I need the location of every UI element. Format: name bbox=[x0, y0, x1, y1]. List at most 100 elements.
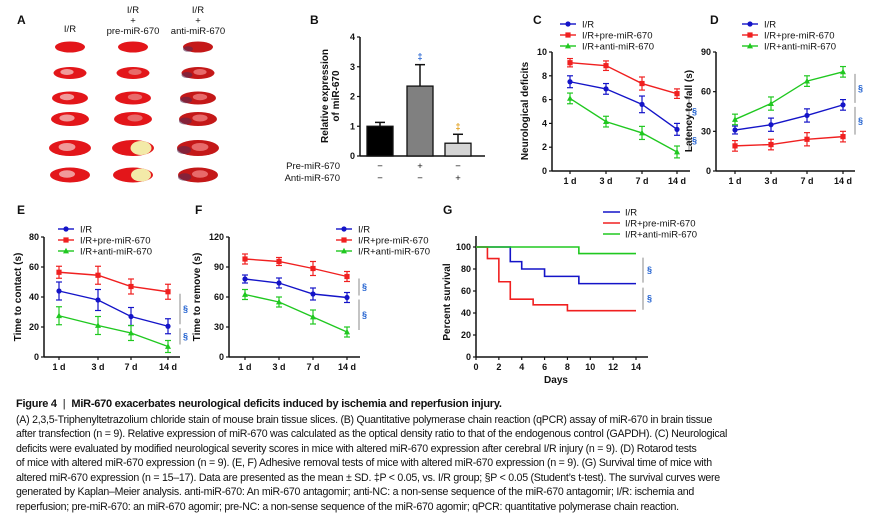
brain-slice bbox=[53, 67, 87, 79]
brain-slice bbox=[114, 112, 152, 126]
x-tick-label: 3 d bbox=[599, 176, 612, 186]
y-tick-label: 0 bbox=[350, 151, 355, 161]
figure-4-panels: A B C DE F G I/RI/R+pre-miR-670I/R+anti-miR-6… bbox=[13, 5, 863, 387]
data-point bbox=[128, 329, 134, 336]
y-tick-label: 40 bbox=[29, 292, 39, 302]
panel-f-line-chart: 0 30 60 90 120 1 d 3 d 7 d 14 d Time to remove (s… bbox=[192, 225, 430, 373]
panel-label: F bbox=[195, 203, 202, 217]
data-point bbox=[732, 127, 738, 133]
series-line bbox=[569, 81, 678, 130]
y-tick-label: 20 bbox=[461, 330, 471, 340]
panel-label: E bbox=[17, 203, 25, 217]
y-tick-label: 90 bbox=[214, 262, 224, 272]
legend-label: I/R+anti-miR-670 bbox=[625, 230, 697, 241]
brain-slice bbox=[116, 67, 150, 79]
data-point bbox=[639, 101, 645, 107]
treatment-value: − bbox=[377, 161, 383, 172]
x-tick-label: 2 bbox=[496, 362, 501, 372]
y-tick-label: 60 bbox=[461, 286, 471, 296]
y-tick-label: 2 bbox=[542, 142, 547, 152]
data-point bbox=[567, 95, 573, 101]
column-label: pre-miR-670 bbox=[107, 26, 160, 37]
data-point bbox=[341, 247, 347, 254]
panel-g-survival-chart: 0 20 40 60 80 100 0 2 4 6 8 10 12 14 Days Percent survi… bbox=[442, 208, 697, 387]
column-label: I/R bbox=[64, 24, 76, 35]
significance-mark: § bbox=[647, 265, 652, 275]
brain-slice bbox=[118, 41, 148, 53]
caption-title: Figure 4 | MiR-670 exacerbates neurologica… bbox=[16, 397, 866, 412]
data-point bbox=[310, 291, 316, 297]
survival-curve bbox=[476, 246, 636, 285]
legend-item: I/R bbox=[336, 225, 370, 236]
column-label: anti-miR-670 bbox=[171, 26, 225, 37]
data-point bbox=[276, 258, 282, 265]
data-point bbox=[603, 63, 609, 69]
data-point bbox=[344, 273, 350, 280]
legend-label: I/R+pre-miR-670 bbox=[625, 219, 695, 230]
series-line bbox=[734, 135, 844, 147]
x-tick-label: 14 bbox=[631, 362, 641, 372]
bar bbox=[366, 125, 394, 157]
legend-item: I/R bbox=[560, 20, 594, 31]
data-point bbox=[310, 265, 316, 272]
significance-mark: § bbox=[858, 83, 863, 93]
legend-item: I/R+pre-miR-670 bbox=[336, 236, 428, 247]
brain-slice bbox=[55, 41, 85, 53]
significance-mark: § bbox=[183, 331, 188, 341]
series-i-r-pre-mir-670 bbox=[732, 130, 846, 152]
y-axis-title: Neurological deficits bbox=[520, 61, 531, 160]
x-tick-label: 4 bbox=[519, 362, 524, 372]
data-point bbox=[603, 86, 609, 92]
y-axis-title: Relative expression of miR-670 bbox=[320, 49, 342, 143]
y-tick-label: 4 bbox=[350, 32, 355, 42]
brain-slice bbox=[179, 112, 217, 126]
survival-curve bbox=[476, 246, 636, 255]
data-point bbox=[732, 116, 738, 122]
data-point bbox=[242, 276, 248, 282]
data-point bbox=[804, 136, 810, 142]
bar bbox=[406, 85, 434, 157]
brain-slice bbox=[52, 91, 88, 105]
significance-mark: § bbox=[362, 310, 367, 320]
brain-slice bbox=[51, 112, 89, 126]
data-point bbox=[768, 141, 774, 148]
series-i-r bbox=[56, 281, 171, 335]
x-tick-label: 1 d bbox=[563, 176, 576, 186]
y-tick-label: 0 bbox=[466, 352, 471, 362]
series-i-r-pre-mir-670 bbox=[242, 253, 350, 283]
y-axis-title: Time to contact (s) bbox=[13, 253, 24, 342]
y-tick-label: 2 bbox=[350, 92, 355, 102]
x-tick-label: 12 bbox=[608, 362, 618, 372]
brain-slice bbox=[181, 67, 215, 79]
legend-item: I/R+anti-miR-670 bbox=[603, 230, 697, 241]
x-tick-label: 0 bbox=[473, 362, 478, 372]
data-point bbox=[341, 237, 347, 243]
brain-slice bbox=[178, 167, 218, 183]
data-point bbox=[603, 118, 609, 125]
data-point bbox=[63, 226, 69, 232]
data-point bbox=[95, 297, 101, 303]
y-tick-label: 0 bbox=[706, 166, 711, 176]
data-point bbox=[344, 294, 350, 301]
data-point bbox=[95, 272, 101, 278]
significance-mark: § bbox=[362, 282, 367, 292]
legend-item: I/R bbox=[58, 225, 92, 236]
data-point bbox=[639, 129, 645, 136]
data-point bbox=[341, 226, 347, 232]
y-tick-label: 80 bbox=[29, 232, 39, 242]
data-point bbox=[242, 256, 248, 262]
x-tick-label: 14 d bbox=[834, 176, 852, 186]
panel-label: C bbox=[533, 13, 542, 27]
data-point bbox=[567, 60, 573, 66]
y-tick-label: 1 bbox=[350, 121, 355, 131]
series-i-r-anti-mir-670 bbox=[732, 65, 846, 126]
brain-slice bbox=[177, 140, 219, 156]
data-point bbox=[674, 91, 680, 97]
x-tick-label: 1 d bbox=[238, 362, 251, 372]
series-line bbox=[244, 293, 348, 333]
significance-mark: § bbox=[858, 116, 863, 126]
data-point bbox=[567, 79, 573, 85]
data-point bbox=[840, 68, 846, 75]
figure-caption: Figure 4 | MiR-670 exacerbates neurologica… bbox=[16, 397, 866, 514]
y-tick-label: 90 bbox=[701, 47, 711, 57]
